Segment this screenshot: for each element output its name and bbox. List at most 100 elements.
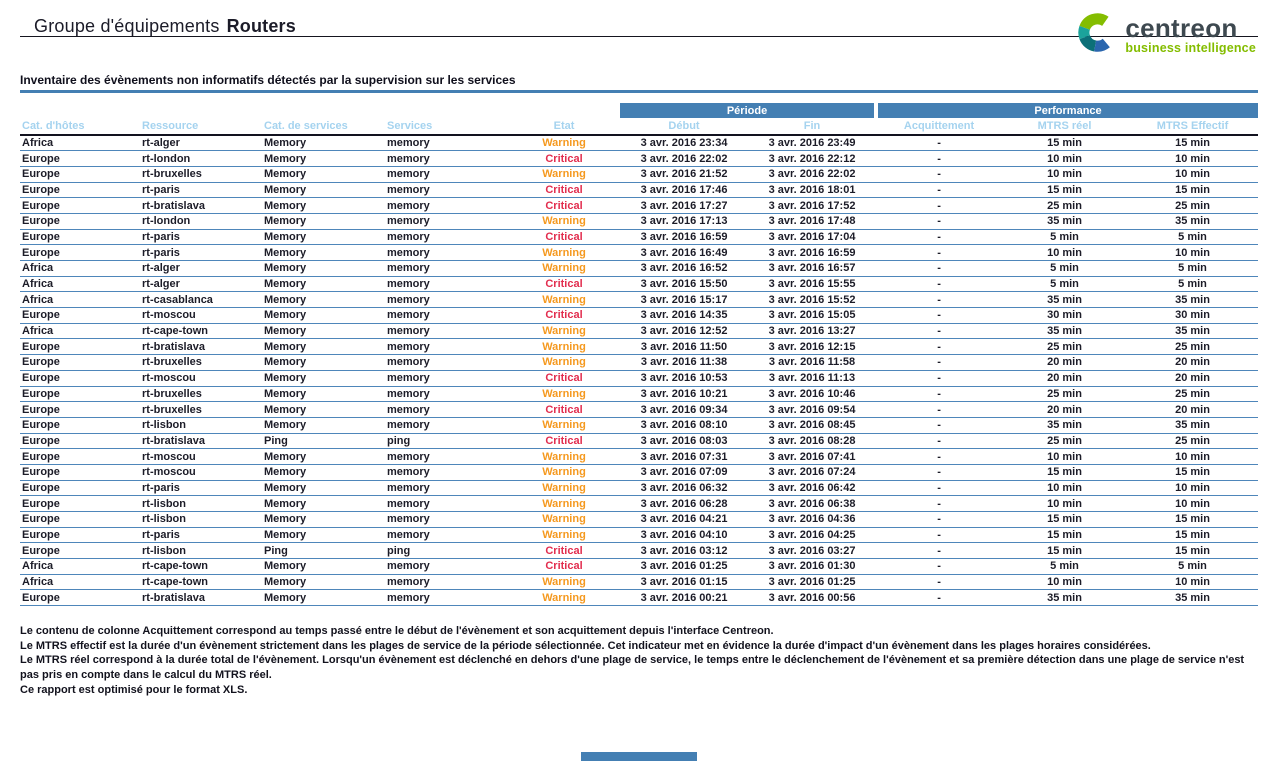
cell-service-cat: Memory [262, 260, 385, 277]
cell-service: memory [385, 229, 508, 246]
table-row: Europe rt-bratislava Memory memory Critical 3… [20, 197, 1259, 214]
column-header-service: Services [385, 118, 508, 136]
cell-mtrs-real: 35 min [1002, 323, 1128, 340]
cell-service-cat: Memory [262, 276, 385, 293]
cell-mtrs-eff: 20 min [1127, 370, 1259, 387]
cell-end: 3 avr. 2016 12:15 [748, 338, 877, 356]
cell-mtrs-eff: 25 min [1127, 197, 1259, 214]
table-row: Europe rt-lisbon Memory memory Warning 3 avr.… [20, 417, 1259, 434]
cell-start: 3 avr. 2016 06:32 [620, 480, 749, 497]
cell-resource: rt-moscou [140, 464, 262, 481]
cell-start: 3 avr. 2016 03:12 [620, 542, 749, 560]
cell-mtrs-eff: 5 min [1127, 229, 1259, 246]
cell-state: Warning [508, 495, 621, 512]
cell-host-cat: Europe [20, 370, 140, 387]
table-row: Africa rt-alger Memory memory Critical 3 avr.… [20, 276, 1259, 293]
table-row: Europe rt-paris Memory memory Warning 3 avr. … [20, 480, 1259, 497]
table-row: Europe rt-bruxelles Memory memory Warning 3 a… [20, 386, 1259, 403]
cell-mtrs-real: 10 min [1002, 448, 1128, 465]
cell-end: 3 avr. 2016 22:02 [748, 166, 877, 183]
cell-host-cat: Europe [20, 338, 140, 356]
cell-state: Critical [508, 558, 621, 575]
cell-ack: - [876, 276, 1003, 293]
cell-service-cat: Memory [262, 527, 385, 544]
cell-resource: rt-bratislava [140, 433, 262, 450]
cell-start: 3 avr. 2016 22:02 [620, 150, 749, 167]
cell-ack: - [876, 433, 1003, 450]
cell-mtrs-eff: 35 min [1127, 291, 1259, 309]
cell-host-cat: Europe [20, 244, 140, 261]
cell-resource: rt-lisbon [140, 542, 262, 560]
cell-start: 3 avr. 2016 01:25 [620, 558, 749, 575]
table-row: Europe rt-bratislava Memory memory Warning 3 … [20, 589, 1259, 607]
cell-host-cat: Europe [20, 150, 140, 167]
cell-host-cat: Europe [20, 527, 140, 544]
cell-resource: rt-london [140, 213, 262, 230]
cell-ack: - [876, 338, 1003, 356]
cell-end: 3 avr. 2016 04:25 [748, 527, 877, 544]
cell-resource: rt-lisbon [140, 511, 262, 528]
cell-end: 3 avr. 2016 00:56 [748, 589, 877, 607]
cell-mtrs-eff: 10 min [1127, 495, 1259, 512]
table-row: Africa rt-cape-town Memory memory Critical 3 … [20, 558, 1259, 575]
cell-ack: - [876, 589, 1003, 607]
cell-end: 3 avr. 2016 17:04 [748, 229, 877, 246]
cell-service-cat: Memory [262, 401, 385, 418]
table-row: Europe rt-paris Memory memory Critical 3 avr.… [20, 229, 1259, 246]
cell-state: Warning [508, 260, 621, 277]
cell-service-cat: Memory [262, 213, 385, 230]
cell-service: memory [385, 370, 508, 387]
cell-service-cat: Memory [262, 166, 385, 183]
cell-mtrs-real: 5 min [1002, 229, 1128, 246]
cell-host-cat: Europe [20, 307, 140, 324]
table-row: Europe rt-paris Memory memory Warning 3 avr. … [20, 527, 1259, 544]
cell-end: 3 avr. 2016 10:46 [748, 386, 877, 403]
cell-end: 3 avr. 2016 03:27 [748, 542, 877, 560]
cell-mtrs-real: 25 min [1002, 197, 1128, 214]
cell-mtrs-real: 10 min [1002, 166, 1128, 183]
cell-mtrs-eff: 15 min [1127, 182, 1259, 199]
cell-mtrs-eff: 35 min [1127, 213, 1259, 230]
cell-host-cat: Europe [20, 433, 140, 450]
cell-service-cat: Memory [262, 150, 385, 167]
cell-service: memory [385, 354, 508, 371]
centreon-logo-icon [1077, 12, 1118, 58]
page-indicator [581, 752, 697, 761]
cell-ack: - [876, 244, 1003, 261]
cell-start: 3 avr. 2016 12:52 [620, 323, 749, 340]
report-page: Groupe d'équipements Routers centreon bus… [20, 0, 1259, 696]
cell-state: Warning [508, 323, 621, 340]
cell-start: 3 avr. 2016 07:31 [620, 448, 749, 465]
group-header-blank [20, 103, 620, 118]
cell-host-cat: Africa [20, 260, 140, 277]
cell-ack: - [876, 480, 1003, 497]
cell-mtrs-eff: 10 min [1127, 244, 1259, 261]
cell-end: 3 avr. 2016 06:38 [748, 495, 877, 512]
cell-service-cat: Memory [262, 558, 385, 575]
cell-mtrs-real: 35 min [1002, 417, 1128, 434]
cell-state: Critical [508, 401, 621, 418]
cell-service-cat: Memory [262, 182, 385, 199]
report-header: Groupe d'équipements Routers centreon bus… [20, 0, 1258, 54]
table-row: Europe rt-bruxelles Memory memory Critical 3 … [20, 401, 1259, 418]
cell-mtrs-eff: 25 min [1127, 338, 1259, 356]
cell-state: Warning [508, 448, 621, 465]
cell-host-cat: Europe [20, 495, 140, 512]
cell-state: Critical [508, 433, 621, 450]
cell-state: Critical [508, 229, 621, 246]
cell-end: 3 avr. 2016 16:59 [748, 244, 877, 261]
cell-start: 3 avr. 2016 08:03 [620, 433, 749, 450]
cell-service: memory [385, 135, 508, 152]
cell-resource: rt-london [140, 150, 262, 167]
cell-state: Warning [508, 135, 621, 152]
cell-state: Critical [508, 197, 621, 214]
cell-service: memory [385, 338, 508, 356]
cell-mtrs-eff: 5 min [1127, 276, 1259, 293]
cell-end: 3 avr. 2016 15:52 [748, 291, 877, 309]
cell-resource: rt-moscou [140, 448, 262, 465]
cell-end: 3 avr. 2016 04:36 [748, 511, 877, 528]
cell-start: 3 avr. 2016 10:53 [620, 370, 749, 387]
cell-start: 3 avr. 2016 10:21 [620, 386, 749, 403]
cell-service-cat: Memory [262, 511, 385, 528]
cell-mtrs-real: 25 min [1002, 386, 1128, 403]
